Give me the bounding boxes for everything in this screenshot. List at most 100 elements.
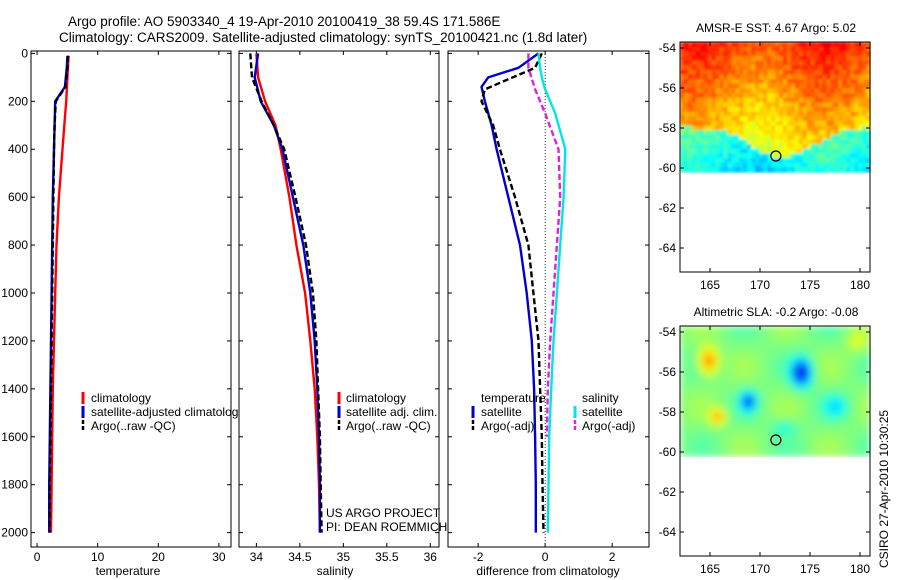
heatmap-cell <box>846 162 851 168</box>
heatmap-cell <box>723 330 729 336</box>
heatmap-cell <box>703 446 709 452</box>
heatmap-cell <box>822 42 828 48</box>
heatmap-cell <box>850 386 855 392</box>
heatmap-cell <box>798 134 804 141</box>
heatmap-cell <box>826 120 832 127</box>
heatmap-cell <box>802 391 808 397</box>
heatmap-cell <box>846 414 851 420</box>
heatmap-cell <box>810 442 816 448</box>
heatmap-cell <box>735 93 740 99</box>
heatmap-cell <box>798 93 804 99</box>
heatmap-cell <box>830 79 835 85</box>
heatmap-cell <box>695 363 701 369</box>
heatmap-cell <box>830 353 835 360</box>
heatmap-cell <box>691 428 697 434</box>
heatmap-cell <box>802 120 808 127</box>
heatmap-cell <box>691 120 697 127</box>
heatmap-cell <box>814 111 820 117</box>
heatmap-cell <box>711 367 717 374</box>
heatmap-cell <box>687 55 693 62</box>
heatmap-cell <box>763 326 768 332</box>
heatmap-cell <box>699 330 705 336</box>
legend-label-argo: Argo(..raw -QC) <box>346 419 431 433</box>
heatmap-cell <box>790 386 796 392</box>
heatmap-cell <box>854 148 859 155</box>
heatmap-cell <box>798 97 804 103</box>
heatmap-cell <box>771 344 776 350</box>
heatmap-cell <box>680 79 685 85</box>
heatmap-cell <box>806 372 812 378</box>
heatmap-cell <box>727 335 733 341</box>
heatmap-cell <box>842 386 847 392</box>
heatmap-cell <box>842 69 847 76</box>
heatmap-cell <box>842 423 847 429</box>
heatmap-cell <box>846 55 851 62</box>
heatmap-cell <box>703 367 709 374</box>
heatmap-cell <box>771 409 776 415</box>
heatmap-cell <box>719 111 725 117</box>
heatmap-cell <box>703 409 709 415</box>
heatmap-cell <box>782 423 788 429</box>
heatmap-cell <box>782 120 788 127</box>
heatmap-cell <box>711 102 717 108</box>
heatmap-cell <box>759 130 764 136</box>
heatmap-cell <box>699 97 705 103</box>
heatmap-cell <box>782 111 788 117</box>
heatmap-cell <box>719 51 725 57</box>
heatmap-cell <box>838 102 843 108</box>
heatmap-cell <box>739 139 744 145</box>
heatmap-cell <box>794 409 800 415</box>
heatmap-cell <box>703 391 709 397</box>
heatmap-cell <box>731 148 737 155</box>
heatmap-cell <box>771 93 776 99</box>
heatmap-cell <box>683 79 689 85</box>
heatmap-cell <box>838 326 843 332</box>
heatmap-cell <box>747 120 752 127</box>
heatmap-cell <box>707 130 713 136</box>
heatmap-cell <box>814 116 820 122</box>
heatmap-cell <box>739 55 744 62</box>
heatmap-cell <box>771 107 776 113</box>
heatmap-cell <box>830 97 835 103</box>
heatmap-cell <box>727 353 733 360</box>
heatmap-cell <box>775 74 780 80</box>
heatmap-cell <box>786 111 792 117</box>
heatmap-cell <box>858 130 863 136</box>
heatmap-cell <box>814 134 820 141</box>
heatmap-cell <box>707 125 713 131</box>
heatmap-cell <box>687 60 693 66</box>
heatmap-cell <box>715 83 721 90</box>
heatmap-cell <box>798 74 804 80</box>
heatmap-cell <box>826 102 832 108</box>
heatmap-cell <box>715 158 721 164</box>
heatmap-cell <box>695 134 701 141</box>
heatmap-cell <box>790 111 796 117</box>
heatmap-cell <box>810 162 816 168</box>
heatmap-cell <box>735 395 740 401</box>
heatmap-cell <box>707 349 713 355</box>
heatmap-cell <box>727 93 733 99</box>
heatmap-cell <box>814 42 820 48</box>
heatmap-cell <box>830 446 835 452</box>
heatmap-cell <box>703 330 709 336</box>
heatmap-cell <box>846 97 851 103</box>
heatmap-cell <box>862 432 867 439</box>
heatmap-cell <box>695 423 701 429</box>
heatmap-cell <box>707 367 713 374</box>
heatmap-cell <box>683 442 689 448</box>
heatmap-cell <box>850 418 855 425</box>
heatmap-cell <box>775 55 780 62</box>
heatmap-cell <box>814 60 820 66</box>
heatmap-cell <box>802 51 808 57</box>
heatmap-cell <box>751 330 756 336</box>
heatmap-cell <box>683 144 689 150</box>
heatmap-cell <box>683 414 689 420</box>
heatmap-cell <box>755 391 760 397</box>
heatmap-cell <box>715 330 721 336</box>
heatmap-cell <box>707 423 713 429</box>
heatmap-cell <box>806 363 812 369</box>
heatmap-cell <box>794 116 800 122</box>
heatmap-cell <box>747 93 752 99</box>
heatmap-cell <box>715 93 721 99</box>
heatmap-cell <box>767 88 772 94</box>
